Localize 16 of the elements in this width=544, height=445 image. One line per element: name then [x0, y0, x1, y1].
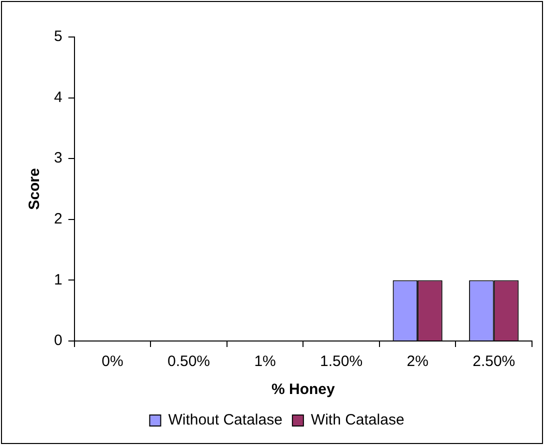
legend-label: Without Catalase	[168, 412, 282, 429]
x-axis-title: % Honey	[271, 381, 336, 398]
x-tick-label: 1.50%	[320, 353, 363, 370]
y-tick-label: 5	[54, 28, 62, 46]
y-tick-label: 0	[54, 332, 62, 350]
y-tick-label: 2	[54, 210, 62, 228]
x-tick-label: 2.50%	[472, 353, 516, 370]
y-axis-title: Score	[26, 168, 44, 210]
y-tick-label: 3	[54, 150, 62, 167]
x-tick-label: 0%	[102, 353, 124, 370]
y-tick-label: 1	[54, 271, 62, 288]
legend-label: With Catalase	[310, 412, 404, 429]
x-tick-label: 0.50%	[167, 353, 210, 370]
x-tick-label: 2%	[406, 353, 428, 370]
y-tick-label: 4	[54, 88, 62, 106]
x-tick-label: 1%	[254, 353, 276, 370]
